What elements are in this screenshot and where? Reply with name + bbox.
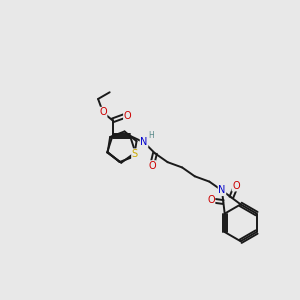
- Text: H: H: [148, 131, 154, 140]
- Text: O: O: [99, 107, 107, 117]
- Text: S: S: [132, 149, 138, 159]
- Text: O: O: [232, 181, 240, 191]
- Text: O: O: [124, 111, 131, 121]
- Text: N: N: [218, 185, 226, 196]
- Text: N: N: [140, 137, 148, 147]
- Text: O: O: [148, 161, 156, 171]
- Text: O: O: [207, 195, 215, 206]
